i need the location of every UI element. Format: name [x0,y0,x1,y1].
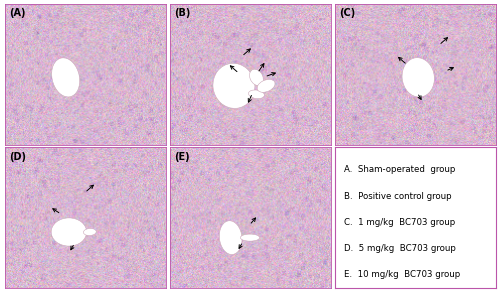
Text: (B): (B) [174,8,190,18]
Ellipse shape [248,90,264,99]
Text: B.  Positive control group: B. Positive control group [344,191,452,200]
Text: D.  5 mg/kg  BC703 group: D. 5 mg/kg BC703 group [344,244,456,253]
Text: A.  Sham-operated  group: A. Sham-operated group [344,166,456,174]
Ellipse shape [257,79,275,92]
Text: (D): (D) [10,152,26,162]
Text: (C): (C) [340,8,355,18]
Ellipse shape [213,63,255,108]
Text: E.  10 mg/kg  BC703 group: E. 10 mg/kg BC703 group [344,270,461,279]
Ellipse shape [220,221,242,255]
Ellipse shape [51,218,86,246]
Text: (E): (E) [174,152,190,162]
Text: C.  1 mg/kg  BC703 group: C. 1 mg/kg BC703 group [344,218,456,227]
Ellipse shape [402,58,434,97]
Ellipse shape [52,58,80,97]
Text: (A): (A) [10,8,26,18]
Ellipse shape [250,69,264,86]
Ellipse shape [240,234,260,241]
Ellipse shape [84,228,96,235]
